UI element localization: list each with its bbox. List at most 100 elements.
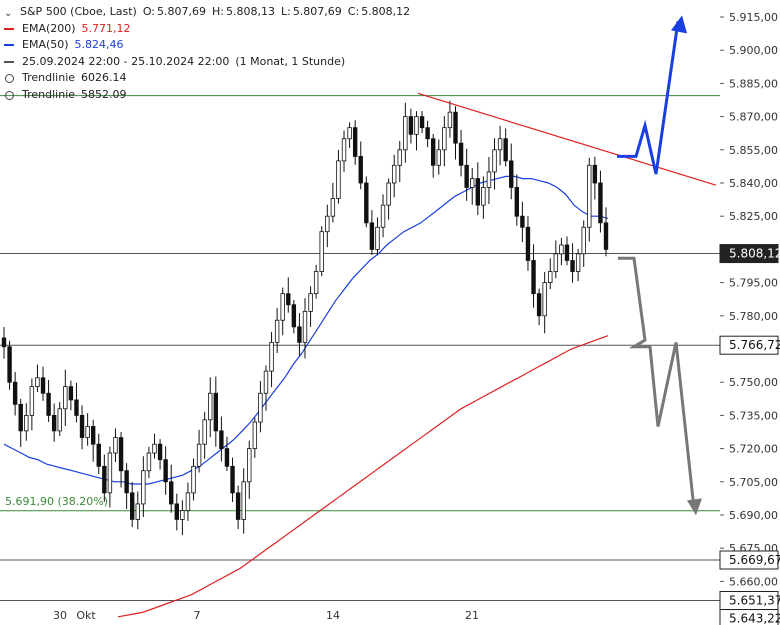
price-label-box — [719, 550, 779, 570]
price-label-box — [719, 335, 779, 355]
trend1-value: 6026.14 — [81, 71, 127, 84]
candle-body — [79, 414, 85, 438]
candle-body — [157, 443, 163, 461]
price-axis[interactable]: 5.915,00 5.900,00 5.885,00 5.870,00 5.855,00… — [720, 0, 780, 625]
x-tick-label: Okt — [76, 609, 96, 622]
candle-body — [146, 452, 152, 472]
y-tick-label: 5.750,00 — [729, 376, 778, 389]
candle-body — [297, 326, 302, 343]
price-label-box — [719, 609, 779, 625]
candle-body — [575, 253, 581, 272]
candle-body — [1, 337, 7, 348]
candle-body — [124, 470, 129, 494]
time-axis[interactable]: 30 Okt 7 14 21 — [53, 609, 479, 622]
y-tick-label: 5.660,00 — [729, 575, 778, 588]
candle-body — [263, 370, 269, 394]
legend-trend2-row[interactable]: Trendlinie 5852.09 — [4, 87, 410, 104]
candle-body — [542, 282, 547, 317]
candle-body — [470, 178, 475, 188]
candle-body — [191, 465, 196, 494]
trend1-name: Trendlinie — [22, 71, 76, 84]
low-value: 5.807,69 — [292, 5, 342, 18]
candle-body — [336, 160, 341, 199]
candle-body — [180, 510, 185, 520]
candle-body — [358, 156, 363, 184]
candle-body — [325, 215, 330, 233]
x-tick-label: 21 — [465, 609, 479, 622]
candle-body — [425, 127, 430, 140]
chevron-down-icon[interactable]: ⌄ — [4, 8, 13, 20]
fib-level-label: 5.691,90 (38.20%) — [5, 495, 108, 508]
candle-body — [492, 149, 497, 173]
candle-body — [509, 160, 514, 188]
candle-body — [598, 182, 603, 224]
candle-body — [380, 204, 386, 228]
trend2-value: 5852.09 — [81, 87, 127, 101]
candle-body — [352, 127, 358, 157]
price-label-text: 5.808,12 — [729, 247, 780, 261]
candle-body — [447, 111, 453, 129]
legend-ema200-row[interactable]: EMA(200) 5.771,12 — [4, 21, 410, 38]
candle-body — [118, 437, 124, 472]
bearish-scenario-path — [618, 256, 696, 509]
price-axis-bg — [720, 0, 780, 625]
candle-body — [319, 231, 324, 272]
candle-body — [269, 341, 274, 372]
candle-body — [308, 293, 313, 312]
price-labels: 5.808,12 5.766,72 5.669,67 5.651,37 5.643,22 — [719, 244, 780, 625]
x-tick-label: 30 — [53, 609, 67, 622]
candle-body — [481, 187, 486, 206]
candle-body — [12, 381, 18, 405]
candle-body — [96, 443, 101, 467]
legend-ema50-row[interactable]: EMA(50) 5.824,46 — [4, 37, 410, 54]
close-value: 5.808,12 — [361, 5, 411, 18]
candle-body — [241, 481, 246, 520]
resistance-layer — [417, 92, 717, 186]
candle-body — [302, 310, 308, 343]
candle-body — [603, 222, 609, 250]
candle-body — [291, 304, 297, 328]
candle-body — [90, 426, 96, 445]
ema200-value: 5.771,12 — [81, 21, 131, 35]
candle-body — [514, 187, 520, 217]
ema50-swatch-icon — [4, 39, 16, 51]
candle-body — [431, 138, 436, 166]
candle-body — [408, 116, 414, 135]
candle-body — [280, 293, 285, 321]
legend-instrument-row: ⌄ S&P 500 (Cboe, Last) O: 5.807,69 H: 5.80… — [4, 4, 410, 21]
candle-body — [397, 149, 402, 166]
range-dates: 25.09.2024 22:00 - 25.10.2024 22:00 — [22, 54, 230, 68]
candle-body — [347, 127, 352, 140]
high-label: H: — [212, 5, 224, 18]
candle-body — [135, 503, 140, 520]
candle-body — [570, 260, 575, 272]
high-value: 5.808,13 — [225, 5, 275, 18]
candle-body — [252, 421, 258, 450]
candle-body — [564, 244, 570, 261]
resistance-line — [417, 92, 717, 186]
candle-body — [46, 392, 51, 416]
candle-body — [102, 465, 107, 494]
x-tick-label: 7 — [194, 609, 201, 622]
y-tick-label: 5.915,00 — [729, 11, 778, 24]
bullish-scenario-path — [617, 21, 680, 175]
legend-trend1-row[interactable]: Trendlinie 6026.14 — [4, 70, 410, 87]
candle-body — [587, 164, 592, 228]
ema50-value: 5.824,46 — [74, 38, 124, 51]
candle-body — [475, 178, 480, 206]
candle-body — [196, 443, 202, 467]
candle-body — [57, 408, 62, 432]
candle-body — [525, 226, 531, 261]
candle-body — [169, 481, 174, 505]
candle-body — [152, 443, 157, 454]
candle-body — [85, 426, 90, 438]
candle-body — [286, 293, 291, 306]
candle-body — [185, 492, 191, 511]
bullish-arrowhead — [671, 15, 687, 34]
candle-body — [208, 392, 213, 421]
candle-body — [313, 271, 319, 295]
candle-body — [559, 244, 564, 255]
legend-range-row: 25.09.2024 22:00 - 25.10.2024 22:00 (1 M… — [4, 54, 410, 71]
candle-body — [520, 215, 525, 228]
